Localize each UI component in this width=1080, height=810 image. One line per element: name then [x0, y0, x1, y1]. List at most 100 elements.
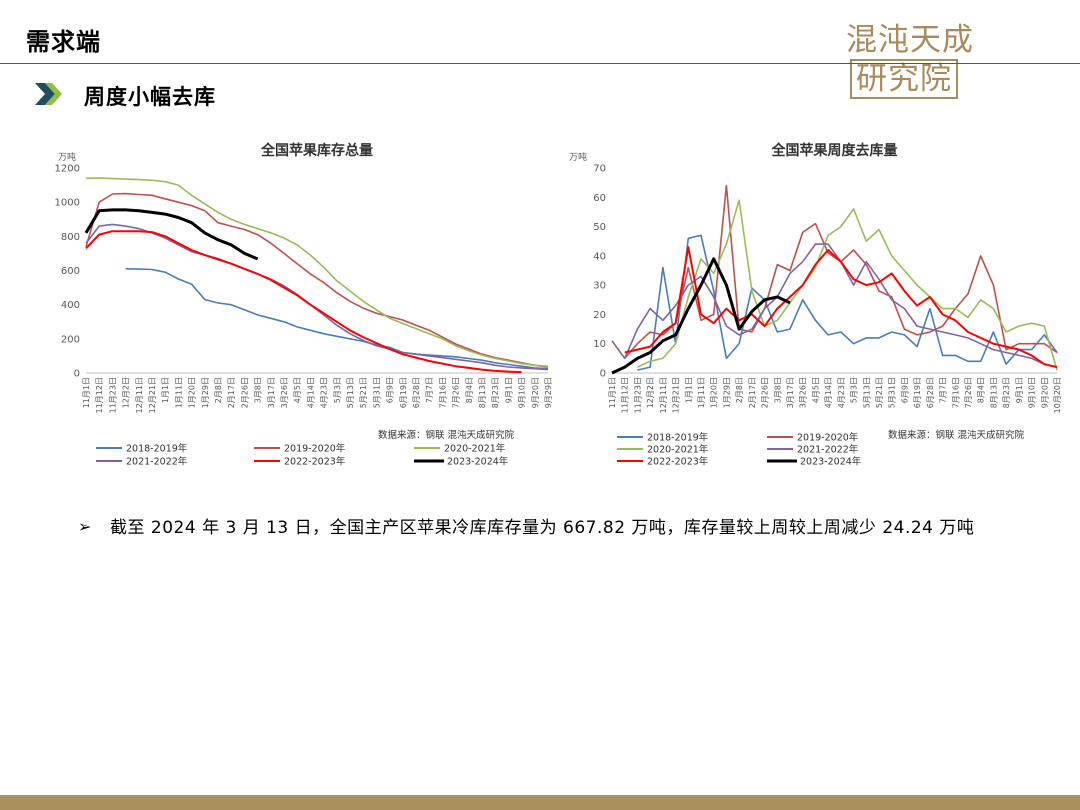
legend-label: 2022-2023年 — [647, 456, 709, 468]
x-tick-label: 8月13日 — [478, 377, 487, 408]
x-tick-label: 1月1日 — [684, 377, 693, 403]
legend-label: 2019-2020年 — [797, 432, 859, 444]
legend-label: 2018-2019年 — [647, 432, 709, 444]
x-tick-label: 2月8日 — [214, 377, 223, 403]
logo-box-text: 研究院 — [850, 59, 958, 99]
x-tick-label: 12月2日 — [122, 377, 131, 408]
x-tick-label: 6月9日 — [900, 377, 909, 403]
x-tick-label: 1月11日 — [697, 377, 706, 408]
x-tick-label: 7月16日 — [951, 377, 960, 408]
x-tick-label: 1月20日 — [710, 377, 719, 408]
x-tick-label: 8月4日 — [977, 377, 986, 403]
series-line-2020-2021年 — [85, 177, 549, 367]
section-title: 周度小幅去库 — [84, 85, 216, 109]
legend-label: 2023-2024年 — [447, 456, 509, 468]
chart-title: 全国苹果库存总量 — [260, 142, 373, 159]
x-tick-label: 7月7日 — [939, 377, 948, 403]
series-line-2023-2024年 — [84, 208, 259, 261]
series-line-2023-2024年 — [611, 257, 791, 375]
x-tick-label: 4月14日 — [306, 377, 315, 408]
x-tick-label: 5月3日 — [850, 377, 859, 403]
y-tick-label: 1000 — [55, 198, 80, 209]
x-tick-label: 11月23日 — [633, 377, 642, 413]
y-unit-label: 万吨 — [569, 151, 587, 163]
x-tick-label: 11月1日 — [82, 377, 91, 408]
x-tick-label: 2月17日 — [748, 377, 757, 408]
summary-text: 截至 2024 年 3 月 13 日，全国主产区苹果冷库库存量为 667.82 … — [110, 518, 975, 538]
x-tick-label: 12月21日 — [672, 377, 681, 413]
y-tick-label: 20 — [593, 310, 606, 321]
x-tick-label: 4月5日 — [293, 377, 302, 403]
x-tick-label: 7月26日 — [452, 377, 461, 408]
x-tick-label: 6月19日 — [913, 377, 922, 408]
chart-title: 全国苹果周度去库量 — [771, 142, 898, 159]
x-tick-label: 2月8日 — [735, 377, 744, 403]
x-tick-label: 3月26日 — [280, 377, 289, 408]
x-tick-label: 3月17日 — [786, 377, 795, 408]
x-tick-label: 6月28日 — [926, 377, 935, 408]
x-tick-label: 7月7日 — [425, 377, 434, 403]
header-divider — [0, 63, 1080, 64]
y-tick-label: 800 — [61, 232, 80, 243]
x-tick-label: 9月10日 — [1028, 377, 1037, 408]
legend-label: 2021-2022年 — [126, 456, 188, 468]
series-line-2021-2022年 — [85, 223, 549, 371]
x-tick-label: 6月28日 — [412, 377, 421, 408]
x-tick-label: 2月26日 — [761, 377, 770, 408]
x-tick-label: 6月19日 — [399, 377, 408, 408]
brand-logo: 混沌天成研究院 — [846, 14, 1080, 99]
x-tick-label: 12月11日 — [135, 377, 144, 413]
x-tick-label: 5月21日 — [875, 377, 884, 408]
x-tick-label: 2月26日 — [240, 377, 249, 408]
double-chevron-icon — [35, 83, 62, 105]
x-tick-label: 8月23日 — [1002, 377, 1011, 408]
x-tick-label: 1月29日 — [201, 377, 210, 408]
x-tick-label: 8月23日 — [491, 377, 500, 408]
x-tick-label: 12月2日 — [646, 377, 655, 408]
series-line-2019-2020年 — [85, 192, 549, 368]
x-tick-label: 12月11日 — [659, 377, 668, 413]
bullet-arrow-icon: ➢ — [78, 517, 92, 536]
y-tick-label: 0 — [600, 369, 606, 380]
y-tick-label: 400 — [61, 300, 80, 311]
x-tick-label: 4月5日 — [811, 377, 820, 403]
series-line-2020-2021年 — [637, 199, 1058, 371]
x-tick-label: 3月26日 — [799, 377, 808, 408]
y-tick-label: 10 — [593, 339, 606, 350]
x-tick-label: 11月12日 — [95, 377, 104, 413]
x-tick-label: 5月31日 — [372, 377, 381, 408]
x-tick-label: 1月1日 — [161, 377, 170, 403]
x-tick-label: 2月17日 — [227, 377, 236, 408]
legend-label: 2018-2019年 — [126, 443, 188, 455]
x-tick-label: 12月21日 — [148, 377, 157, 413]
page-header-title: 需求端 — [26, 28, 101, 56]
source-note: 数据来源：钢联 混沌天成研究院 — [888, 429, 1025, 441]
footer-bar — [0, 795, 1080, 810]
legend-label: 2022-2023年 — [284, 456, 346, 468]
x-tick-label: 10月20日 — [1053, 377, 1062, 413]
y-tick-label: 50 — [593, 222, 606, 233]
x-tick-label: 5月13日 — [862, 377, 871, 408]
x-tick-label: 4月23日 — [320, 377, 329, 408]
x-tick-label: 1月29日 — [722, 377, 731, 408]
x-tick-label: 5月13日 — [346, 377, 355, 408]
x-tick-label: 3月17日 — [267, 377, 276, 408]
x-tick-label: 9月29日 — [544, 377, 553, 408]
x-tick-label: 11月23日 — [108, 377, 117, 413]
x-tick-label: 11月12日 — [621, 377, 630, 413]
y-tick-label: 600 — [61, 266, 80, 277]
logo-text: 混沌天成 — [846, 22, 974, 58]
x-tick-label: 7月26日 — [964, 377, 973, 408]
series-line-2022-2023年 — [85, 230, 522, 374]
legend-label: 2021-2022年 — [797, 444, 859, 456]
legend-label: 2023-2024年 — [800, 456, 862, 468]
x-tick-label: 9月10日 — [518, 377, 527, 408]
x-tick-label: 5月31日 — [888, 377, 897, 408]
x-tick-label: 9月20日 — [1040, 377, 1049, 408]
x-tick-label: 9月20日 — [531, 377, 540, 408]
x-tick-label: 3月8日 — [773, 377, 782, 403]
y-tick-label: 200 — [61, 334, 80, 345]
x-tick-label: 9月1日 — [1015, 377, 1024, 403]
